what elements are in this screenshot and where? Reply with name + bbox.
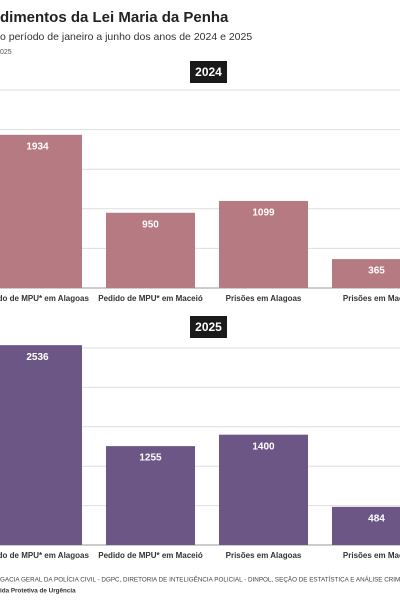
panel-label-bg xyxy=(190,61,227,83)
x-tick-label: Prisões em Macei xyxy=(343,551,400,560)
x-tick-label: Pedido de MPU* em Maceió xyxy=(98,551,203,560)
x-tick-label: Prisões em Alagoas xyxy=(226,294,302,303)
bar xyxy=(0,345,82,545)
value-label: 1255 xyxy=(139,453,162,464)
panel-label: 2024 xyxy=(195,65,222,79)
bar xyxy=(106,446,195,545)
bar xyxy=(332,259,400,288)
bar xyxy=(0,134,82,288)
x-tick-label: edido de MPU* em Alagoas xyxy=(0,551,89,560)
bar xyxy=(219,200,308,288)
bar xyxy=(219,434,308,545)
bar xyxy=(332,506,400,545)
panel-label-bg xyxy=(190,316,227,338)
panel-label: 2025 xyxy=(195,320,222,334)
source: GACIA GERAL DA POLÍCIA CIVIL - DGPC, DIR… xyxy=(0,575,400,584)
x-tick-label: Prisões em Macei xyxy=(343,294,400,303)
value-label: 2536 xyxy=(26,352,49,363)
chart-subtitle: o período de janeiro a junho dos anos de… xyxy=(0,31,252,43)
footnote: ida Protetiva de Urgência xyxy=(0,588,76,595)
bar xyxy=(106,212,195,288)
value-label: 950 xyxy=(142,219,159,230)
x-tick-label: Pedido de MPU* em Maceió xyxy=(98,294,203,303)
value-label: 1934 xyxy=(26,141,49,152)
value-label: 1099 xyxy=(252,208,275,219)
x-tick-label: Prisões em Alagoas xyxy=(226,551,302,560)
value-label: 484 xyxy=(368,514,385,525)
value-label: 365 xyxy=(368,266,385,277)
note: 025 xyxy=(0,49,12,56)
chart-title: dimentos da Lei Maria da Penha xyxy=(0,9,229,26)
x-tick-label: edido de MPU* em Alagoas xyxy=(0,294,89,303)
value-label: 1400 xyxy=(252,441,275,452)
